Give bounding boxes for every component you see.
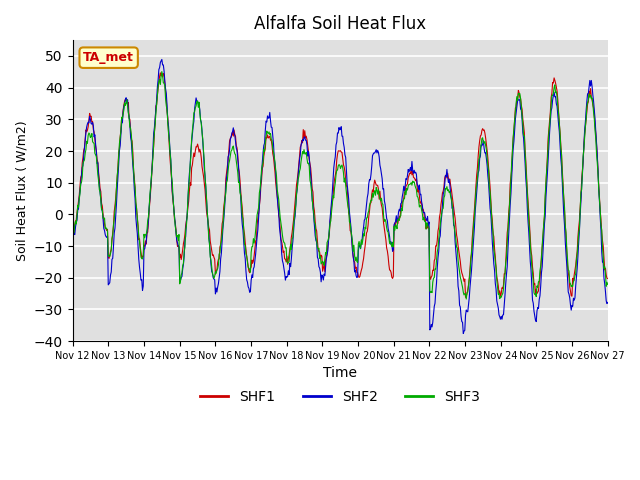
SHF3 (68, 227, 76, 233)
SHF1 (461, 294, 469, 300)
SHF1 (422, 216, 429, 222)
SHF1 (134, 214, 141, 219)
Legend: SHF1, SHF2, SHF3: SHF1, SHF2, SHF3 (195, 384, 486, 409)
Title: Alfalfa Soil Heat Flux: Alfalfa Soil Heat Flux (254, 15, 426, 33)
SHF2 (217, 256, 225, 262)
Text: TA_met: TA_met (83, 51, 134, 64)
Line: SHF1: SHF1 (72, 73, 608, 297)
SHF2 (158, 57, 166, 62)
SHF1 (406, 170, 413, 176)
SHF2 (604, 300, 612, 305)
SHF1 (217, 241, 225, 247)
Line: SHF3: SHF3 (72, 72, 608, 299)
SHF2 (422, 215, 429, 220)
SHF3 (189, 128, 196, 134)
SHF3 (463, 296, 470, 302)
SHF3 (422, 218, 429, 224)
X-axis label: Time: Time (323, 366, 357, 381)
SHF2 (460, 331, 467, 336)
SHF3 (217, 241, 225, 247)
SHF3 (604, 282, 612, 288)
SHF1 (604, 276, 612, 281)
SHF3 (78, 175, 86, 180)
SHF3 (406, 181, 413, 187)
SHF2 (78, 165, 86, 170)
SHF2 (134, 230, 141, 236)
SHF3 (134, 215, 141, 221)
SHF1 (68, 224, 76, 230)
SHF2 (406, 167, 413, 173)
SHF1 (189, 162, 196, 168)
Y-axis label: Soil Heat Flux ( W/m2): Soil Heat Flux ( W/m2) (15, 120, 28, 261)
Line: SHF2: SHF2 (72, 60, 608, 334)
SHF2 (68, 237, 76, 243)
SHF1 (157, 70, 164, 76)
SHF2 (189, 132, 196, 138)
SHF1 (78, 160, 86, 166)
SHF3 (158, 69, 166, 74)
